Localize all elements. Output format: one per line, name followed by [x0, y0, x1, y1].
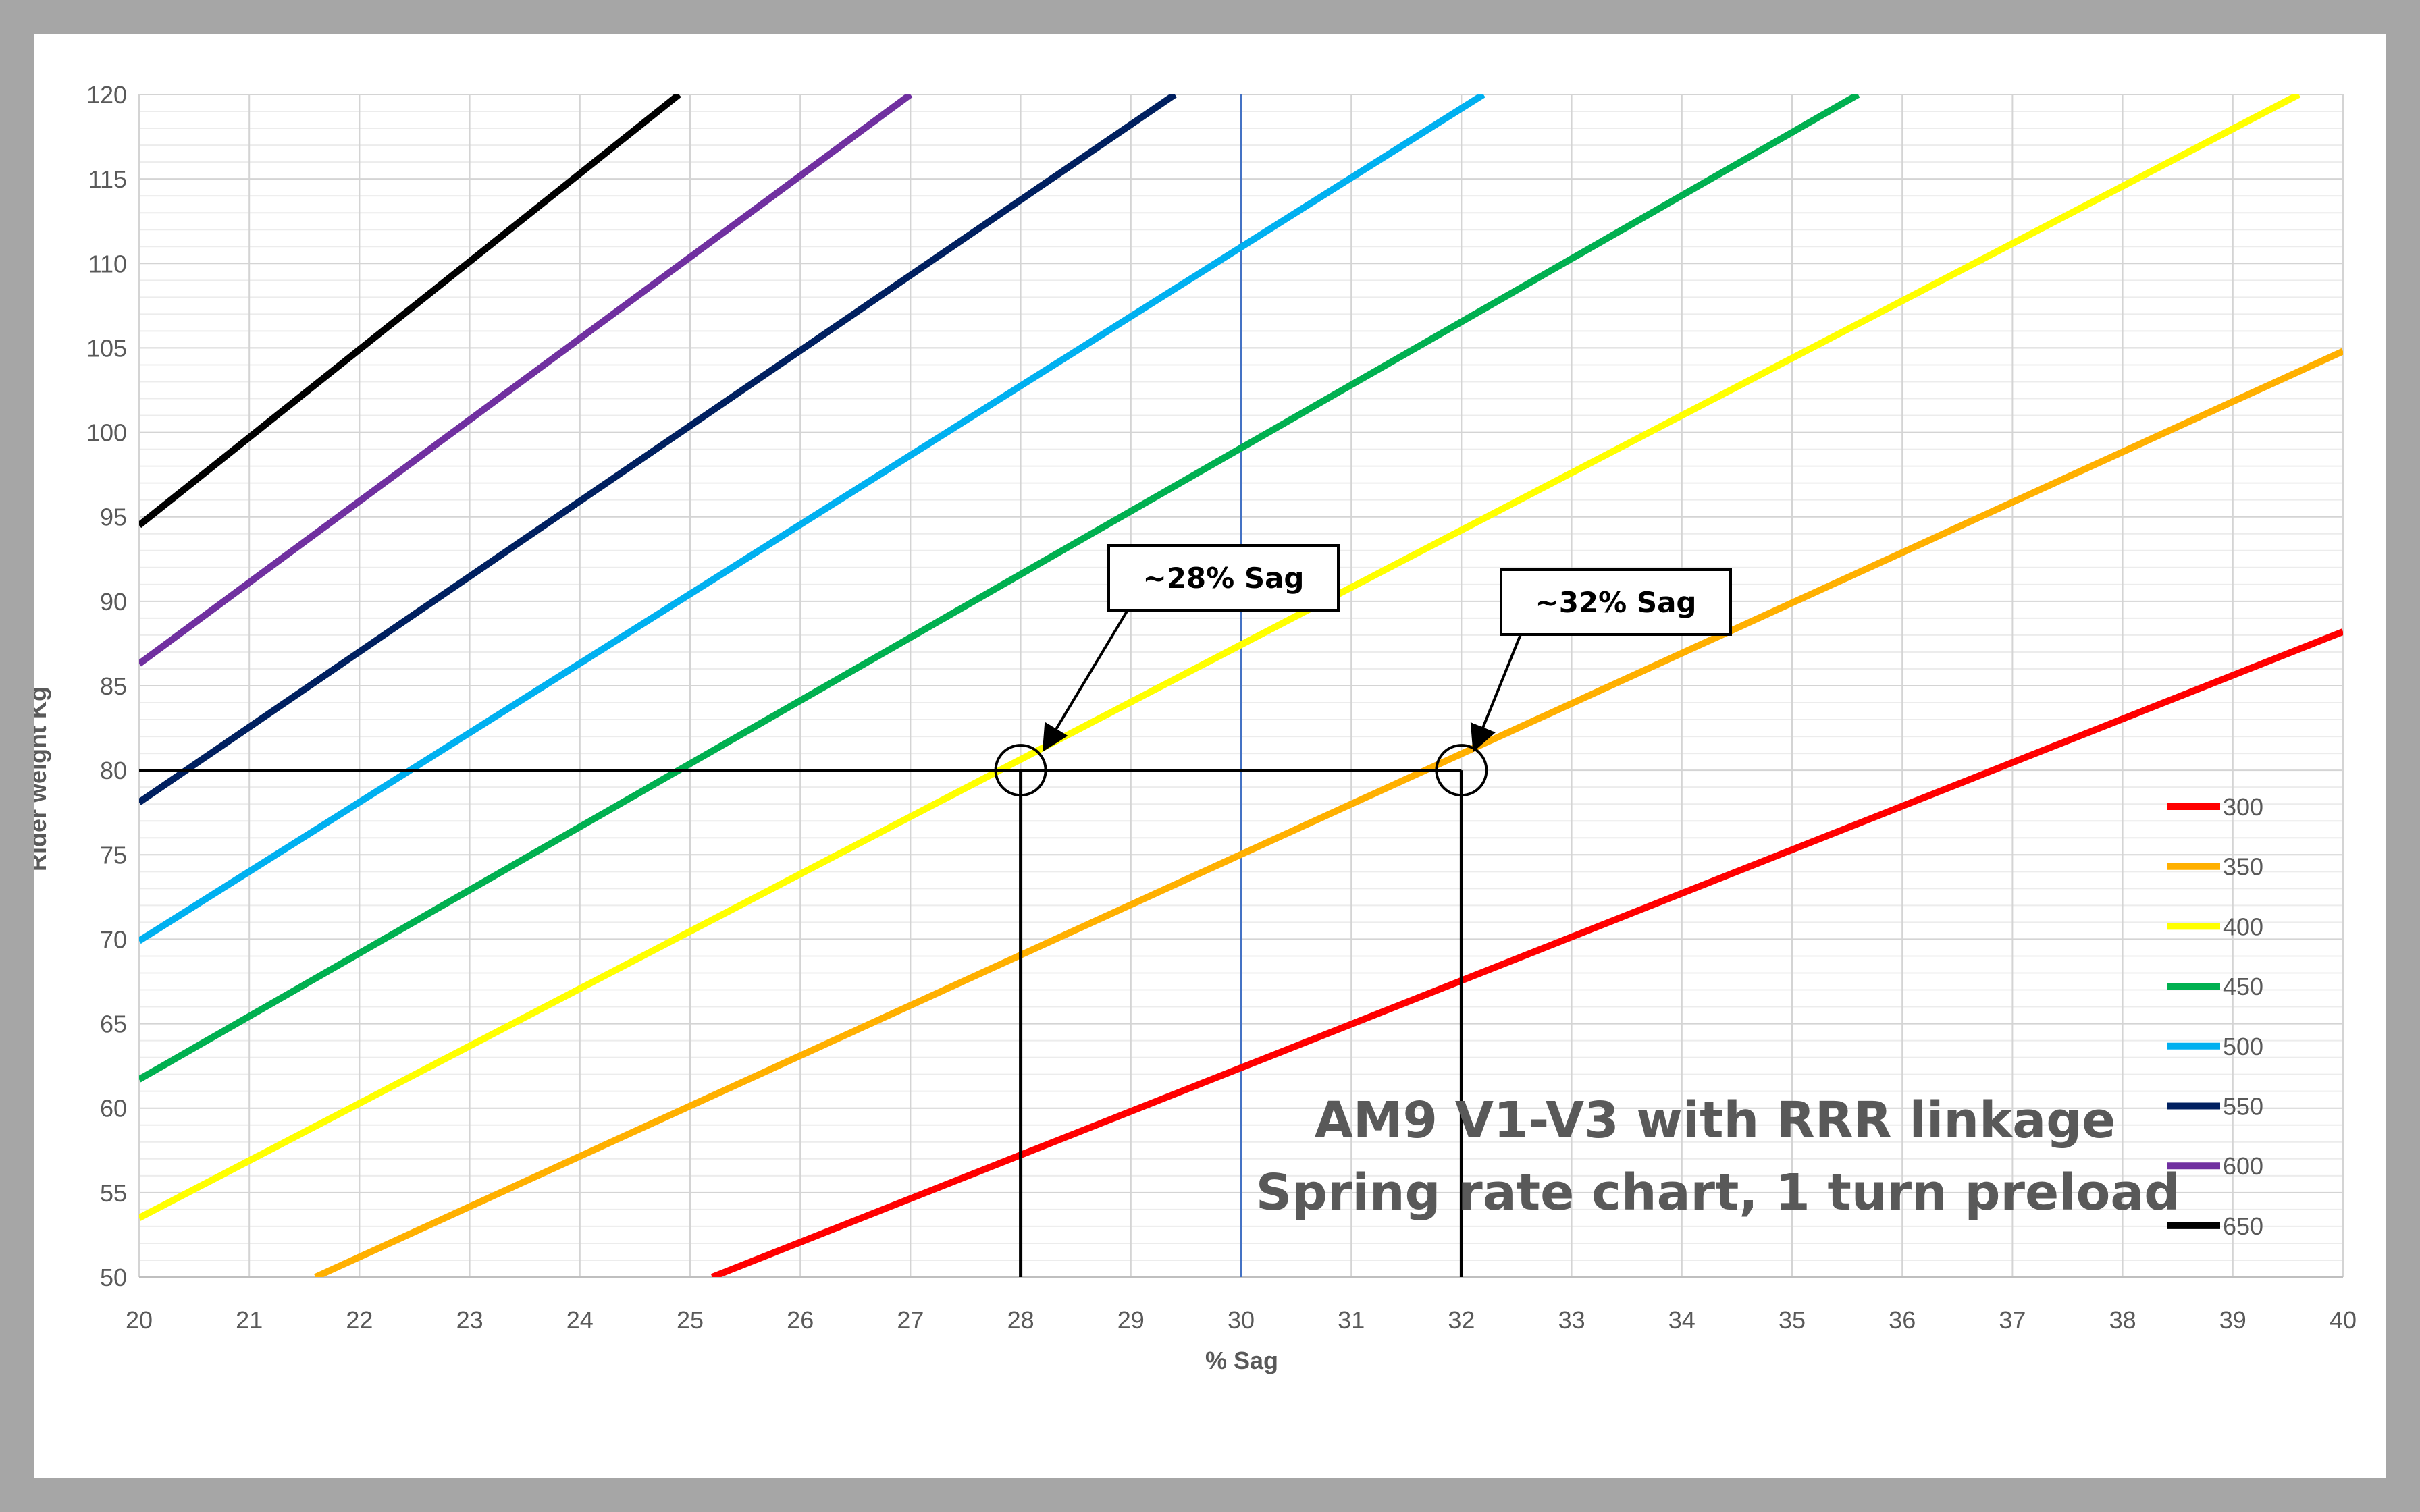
series-line-300 — [710, 628, 2343, 1277]
y-tick-label: 85 — [100, 672, 127, 700]
tick-labels: 20 21 22 23 24 25 26 27 28 29 30 31 32 33 34 35 36 37 38 39… — [86, 81, 2357, 1334]
spring-rate-chart: 20 21 22 23 24 25 26 27 28 29 30 31 32 33 34 35 36 37 38 39… — [34, 81, 2357, 1374]
y-tick-label: 75 — [100, 841, 127, 869]
x-tick-label: 30 — [1228, 1306, 1255, 1334]
legend-label: 600 — [2223, 1152, 2263, 1180]
x-tick-label: 39 — [2219, 1306, 2246, 1334]
x-tick-label: 35 — [1779, 1306, 1806, 1334]
y-tick-label: 110 — [88, 250, 127, 277]
legend-label: 550 — [2223, 1093, 2263, 1120]
x-tick-label: 28 — [1007, 1306, 1034, 1334]
legend-label: 400 — [2223, 913, 2263, 940]
callout-box — [1500, 568, 1732, 636]
y-tick-label: 115 — [88, 165, 127, 193]
series-line-600 — [139, 94, 913, 667]
legend: 300 350 400 450 500 550 600 650 — [2167, 793, 2263, 1240]
callout-arrow — [1042, 609, 1129, 752]
series-line-500 — [139, 94, 1485, 944]
y-tick-label: 80 — [100, 757, 127, 784]
x-tick-label: 29 — [1117, 1306, 1145, 1334]
legend-label: 500 — [2223, 1033, 2263, 1060]
y-tick-label: 120 — [86, 81, 127, 109]
series-line-550 — [139, 94, 1177, 805]
y-tick-label: 105 — [86, 334, 127, 362]
chart-title-line-2: Spring rate chart, 1 turn preload — [1256, 1164, 2180, 1222]
intersection-circle-32 — [1435, 744, 1488, 797]
x-tick-label: 31 — [1338, 1306, 1365, 1334]
series-line-450 — [139, 94, 1860, 1083]
y-tick-label: 50 — [100, 1264, 127, 1291]
callout-arrow — [1470, 634, 1522, 753]
y-tick-label: 95 — [100, 504, 127, 531]
series-line-350 — [314, 348, 2343, 1277]
legend-label: 650 — [2223, 1212, 2263, 1240]
reference-lines-80kg — [139, 744, 1488, 1277]
callout-label: ~32% Sag — [1535, 586, 1697, 619]
x-tick-label: 25 — [677, 1306, 704, 1334]
y-tick-label: 60 — [100, 1095, 127, 1123]
callouts: ~28% Sag ~32% Sag — [1042, 544, 1732, 753]
y-axis-label: Rider weight Kg — [34, 686, 51, 871]
x-tick-label: 32 — [1448, 1306, 1475, 1334]
x-tick-label: 22 — [346, 1306, 373, 1334]
legend-label: 350 — [2223, 853, 2263, 881]
series-line-400 — [139, 94, 2301, 1221]
callout-label: ~28% Sag — [1143, 562, 1305, 595]
y-tick-label: 55 — [100, 1179, 127, 1207]
callout-box — [1107, 544, 1340, 612]
x-tick-label: 27 — [897, 1306, 924, 1334]
x-tick-label: 37 — [1999, 1306, 2026, 1334]
x-tick-label: 38 — [2109, 1306, 2136, 1334]
x-tick-label: 40 — [2330, 1306, 2357, 1334]
x-tick-label: 23 — [456, 1306, 483, 1334]
y-tick-label: 90 — [100, 588, 127, 616]
y-tick-label: 70 — [100, 925, 127, 953]
x-tick-label: 24 — [567, 1306, 594, 1334]
series-line-650 — [139, 94, 681, 529]
chart-title-line-1: AM9 V1-V3 with RRR linkage — [1315, 1091, 2116, 1150]
x-tick-label: 20 — [126, 1306, 153, 1334]
x-tick-label: 34 — [1668, 1306, 1695, 1334]
series-group — [139, 94, 2343, 1277]
legend-label: 300 — [2223, 793, 2263, 821]
x-axis-label: % Sag — [1205, 1347, 1278, 1374]
x-tick-label: 36 — [1889, 1306, 1916, 1334]
series-lines — [139, 94, 2343, 1277]
legend-label: 450 — [2223, 973, 2263, 1000]
intersection-circle-28 — [994, 744, 1047, 797]
y-tick-label: 65 — [100, 1010, 127, 1038]
x-tick-label: 33 — [1558, 1306, 1585, 1334]
y-tick-label: 100 — [86, 419, 127, 447]
x-tick-label: 21 — [236, 1306, 263, 1334]
chart-frame: 20 21 22 23 24 25 26 27 28 29 30 31 32 33 34 35 36 37 38 39… — [34, 34, 2386, 1478]
x-tick-label: 26 — [787, 1306, 814, 1334]
